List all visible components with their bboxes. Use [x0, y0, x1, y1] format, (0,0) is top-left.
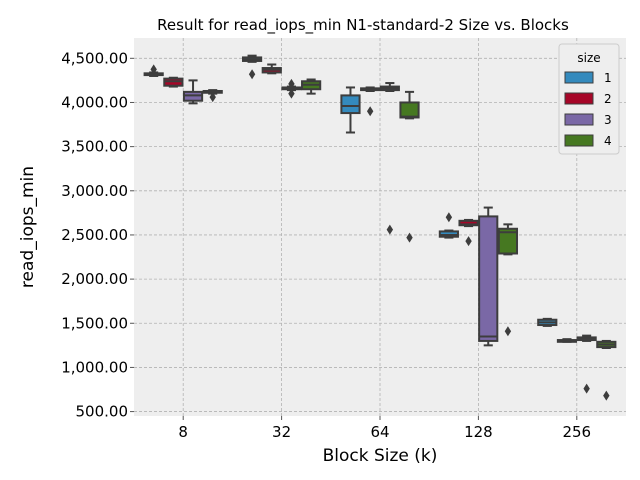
box-series-3-block-8: [182, 79, 204, 105]
box: [399, 101, 420, 119]
box-series-3-block-128: [478, 206, 499, 347]
legend-label-3: 3: [604, 113, 612, 127]
x-axis-label: Block Size (k): [323, 446, 438, 466]
y-tick-label: 3,500.00: [61, 138, 128, 156]
box-series-4-block-64: [399, 90, 420, 243]
outlier-point: [288, 78, 295, 89]
box: [497, 227, 519, 255]
box-series-1-block-256: [537, 317, 558, 327]
box-series-1-block-8: [143, 64, 164, 77]
outlier-point: [445, 212, 453, 223]
box-series-3-block-64: [379, 82, 400, 235]
legend-label-2: 2: [604, 92, 612, 106]
box-series-2-block-256: [556, 338, 578, 343]
box-series-4-block-256: [596, 339, 617, 401]
x-tick-label: 32: [272, 423, 291, 441]
box-series-2-block-8: [163, 76, 184, 88]
outlier-point: [406, 232, 413, 243]
box-series-4-block-8: [202, 89, 223, 103]
box-series-1-block-32: [241, 54, 263, 80]
box-series-2-block-64: [360, 86, 381, 117]
outlier-point: [386, 224, 394, 235]
box-series-4-block-128: [497, 223, 519, 337]
outlier-point: [209, 92, 216, 103]
box-series-1-block-64: [340, 86, 361, 134]
legend-label-4: 4: [604, 134, 612, 148]
box-series-2-block-128: [458, 218, 479, 247]
box: [478, 215, 499, 342]
box-series-3-block-256: [576, 334, 597, 394]
y-tick-label: 500.00: [76, 403, 129, 421]
grid: [134, 38, 626, 416]
x-tick-label: 8: [178, 423, 188, 441]
x-tick-label: 256: [562, 423, 591, 441]
legend: size 1 2 3 4: [558, 43, 620, 155]
y-tick-label: 2,500.00: [61, 226, 128, 244]
legend-title: size: [577, 51, 600, 65]
legend-label-1: 1: [604, 71, 612, 85]
chart-title: Result for read_iops_min N1-standard-2 S…: [157, 16, 569, 35]
outlier-point: [288, 88, 295, 99]
outlier-point: [465, 236, 472, 247]
x-axis: 8 32 64 128 256: [178, 416, 591, 441]
outlier-point: [150, 64, 157, 75]
outlier-point: [504, 326, 512, 337]
y-axis: 500.00 1,000.00 1,500.00 2,000.00 2,500.00 3,…: [61, 49, 134, 421]
legend-swatch-1: [564, 71, 594, 84]
outlier-point: [366, 106, 374, 117]
outlier-point: [248, 69, 256, 80]
outlier-point: [583, 383, 590, 394]
x-tick-label: 64: [370, 423, 389, 441]
y-tick-label: 4,500.00: [61, 49, 128, 67]
box-series-2-block-32: [261, 63, 282, 75]
box-series-4-block-32: [301, 78, 322, 95]
y-tick-label: 1,500.00: [61, 314, 128, 332]
box-series-3-block-32: [281, 78, 302, 99]
legend-swatch-3: [564, 113, 594, 126]
y-axis-label: read_iops_min: [18, 166, 38, 288]
legend-swatch-4: [564, 134, 594, 147]
box-series-1-block-128: [438, 212, 459, 239]
box: [340, 94, 361, 115]
outlier-point: [603, 390, 610, 401]
y-tick-label: 1,000.00: [61, 358, 128, 376]
legend-swatch-2: [564, 92, 594, 105]
y-tick-label: 3,000.00: [61, 182, 128, 200]
x-tick-label: 128: [464, 423, 493, 441]
y-tick-label: 2,000.00: [61, 270, 128, 288]
boxes: [143, 54, 617, 401]
y-tick-label: 4,000.00: [61, 93, 128, 111]
